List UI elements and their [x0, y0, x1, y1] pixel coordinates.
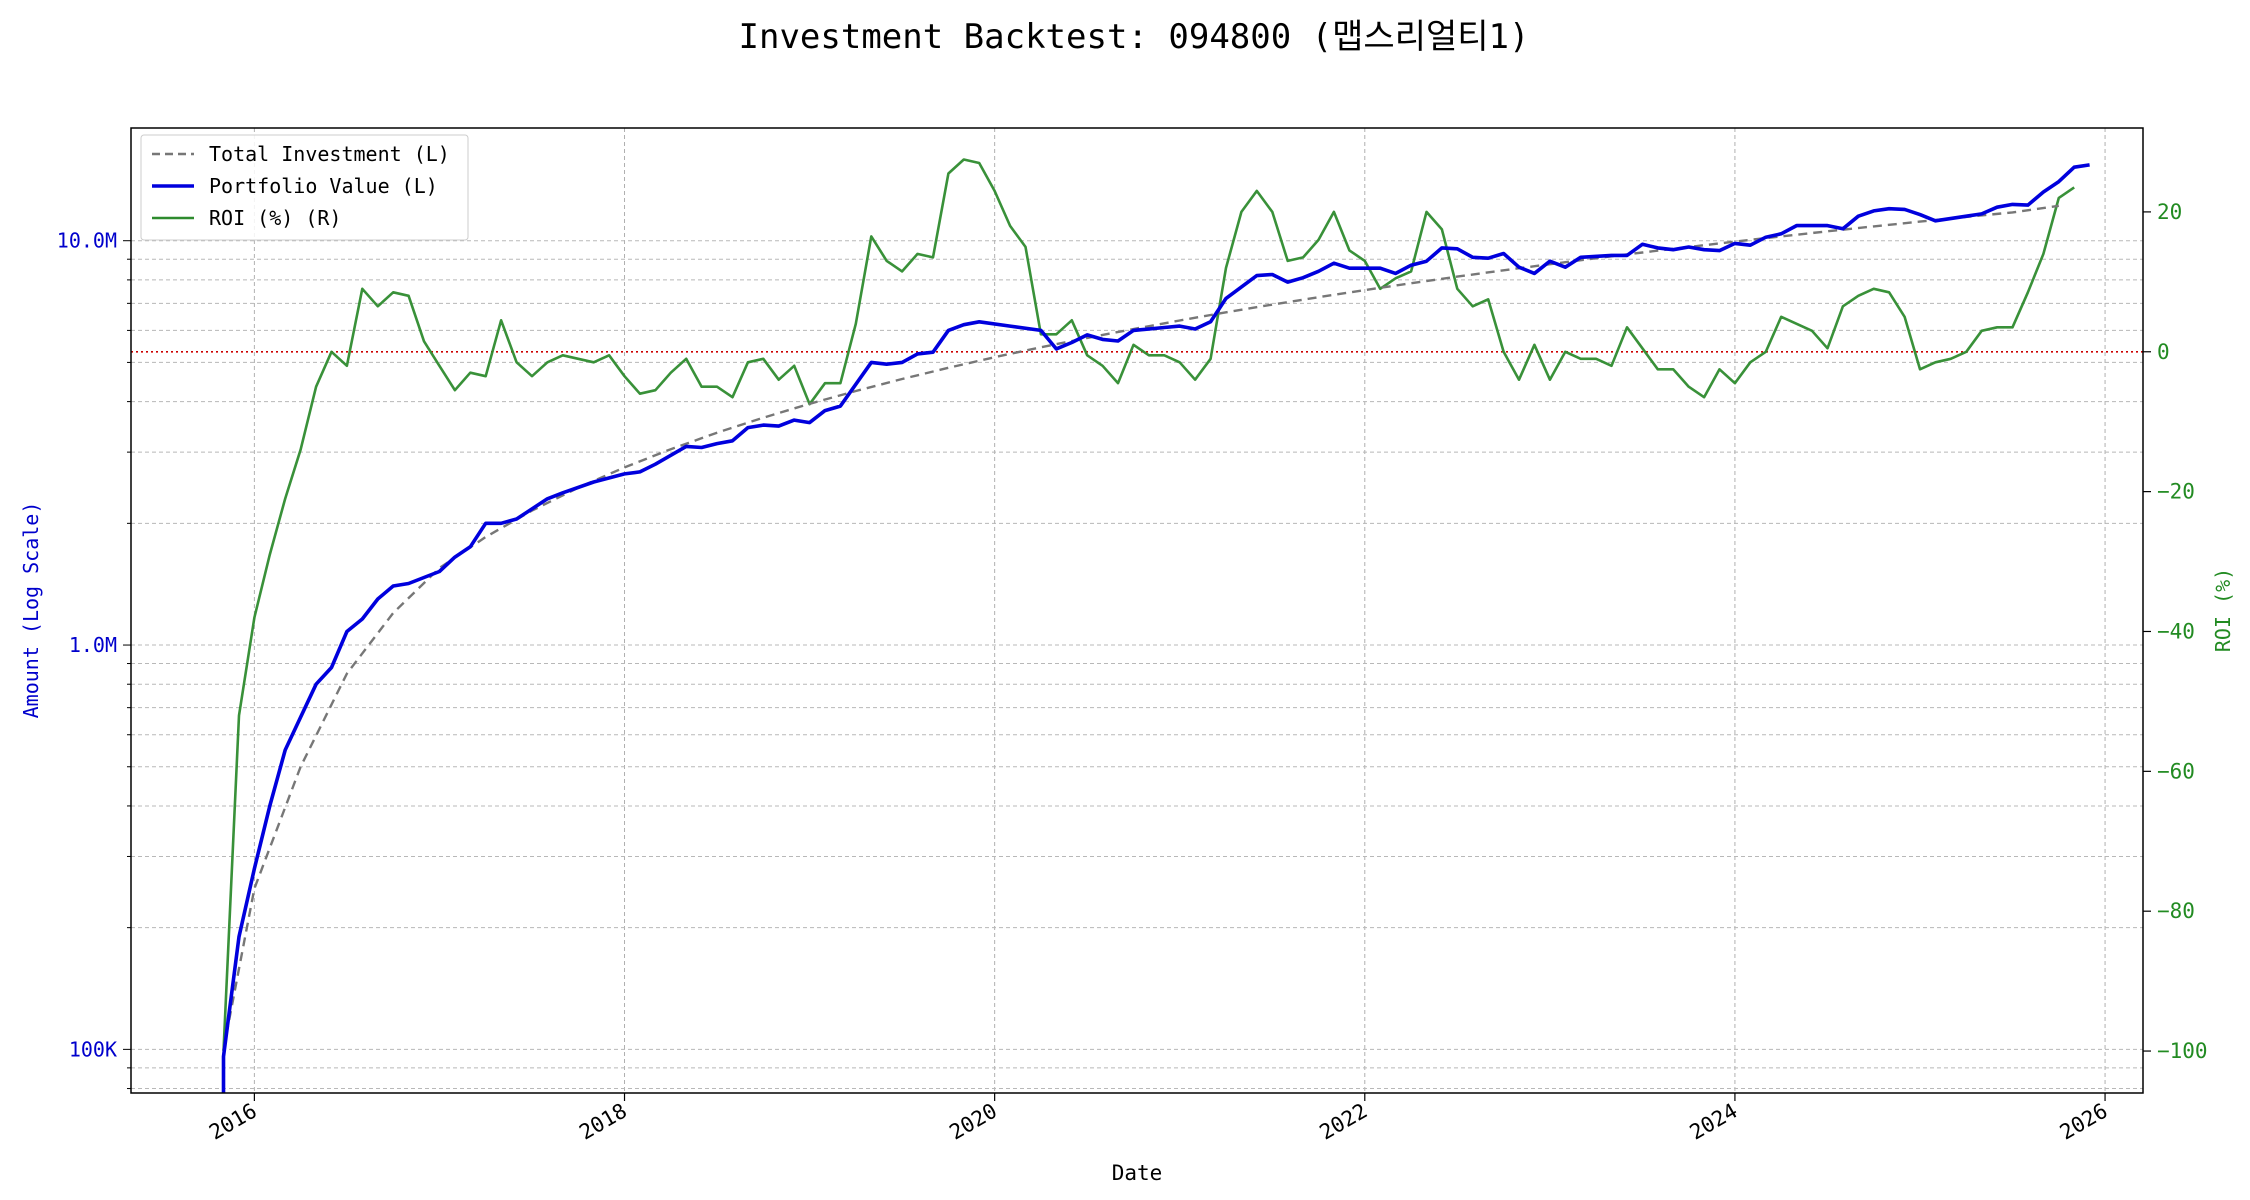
- series-line-portfolio-value-l: [221, 163, 2090, 1093]
- x-axis-label: Date: [1112, 1161, 1163, 1185]
- legend: Total Investment (L) Portfolio Value (L) R…: [140, 134, 469, 241]
- chart-title: Investment Backtest: 094800 (맵스리얼티1): [739, 17, 1530, 57]
- right-tick-label: −60: [2157, 759, 2195, 783]
- legend-label: Portfolio Value (L): [209, 174, 438, 198]
- grid: [131, 128, 2143, 1093]
- right-tick-label: 20: [2157, 200, 2182, 224]
- legend-box: [140, 134, 469, 241]
- right-tick-label: 0: [2157, 340, 2170, 364]
- left-axis-label: Amount (Log Scale): [19, 502, 43, 719]
- left-tick-label: 10.0M: [57, 229, 117, 253]
- legend-label: Total Investment (L): [209, 142, 450, 166]
- left-tick-label: 1.0M: [69, 633, 117, 657]
- right-tick-label: −40: [2157, 619, 2195, 643]
- right-tick-label: −80: [2157, 899, 2195, 923]
- left-tick-label: 100K: [69, 1037, 117, 1061]
- legend-label: ROI (%) (R): [209, 206, 341, 230]
- right-axis-label: ROI (%): [2211, 568, 2235, 652]
- right-tick-label: −20: [2157, 480, 2195, 504]
- plot-frame: [130, 127, 2144, 1094]
- series-line-roi-r: [222, 158, 2075, 1052]
- series-lines: [221, 158, 2090, 1093]
- right-tick-label: −100: [2157, 1039, 2208, 1063]
